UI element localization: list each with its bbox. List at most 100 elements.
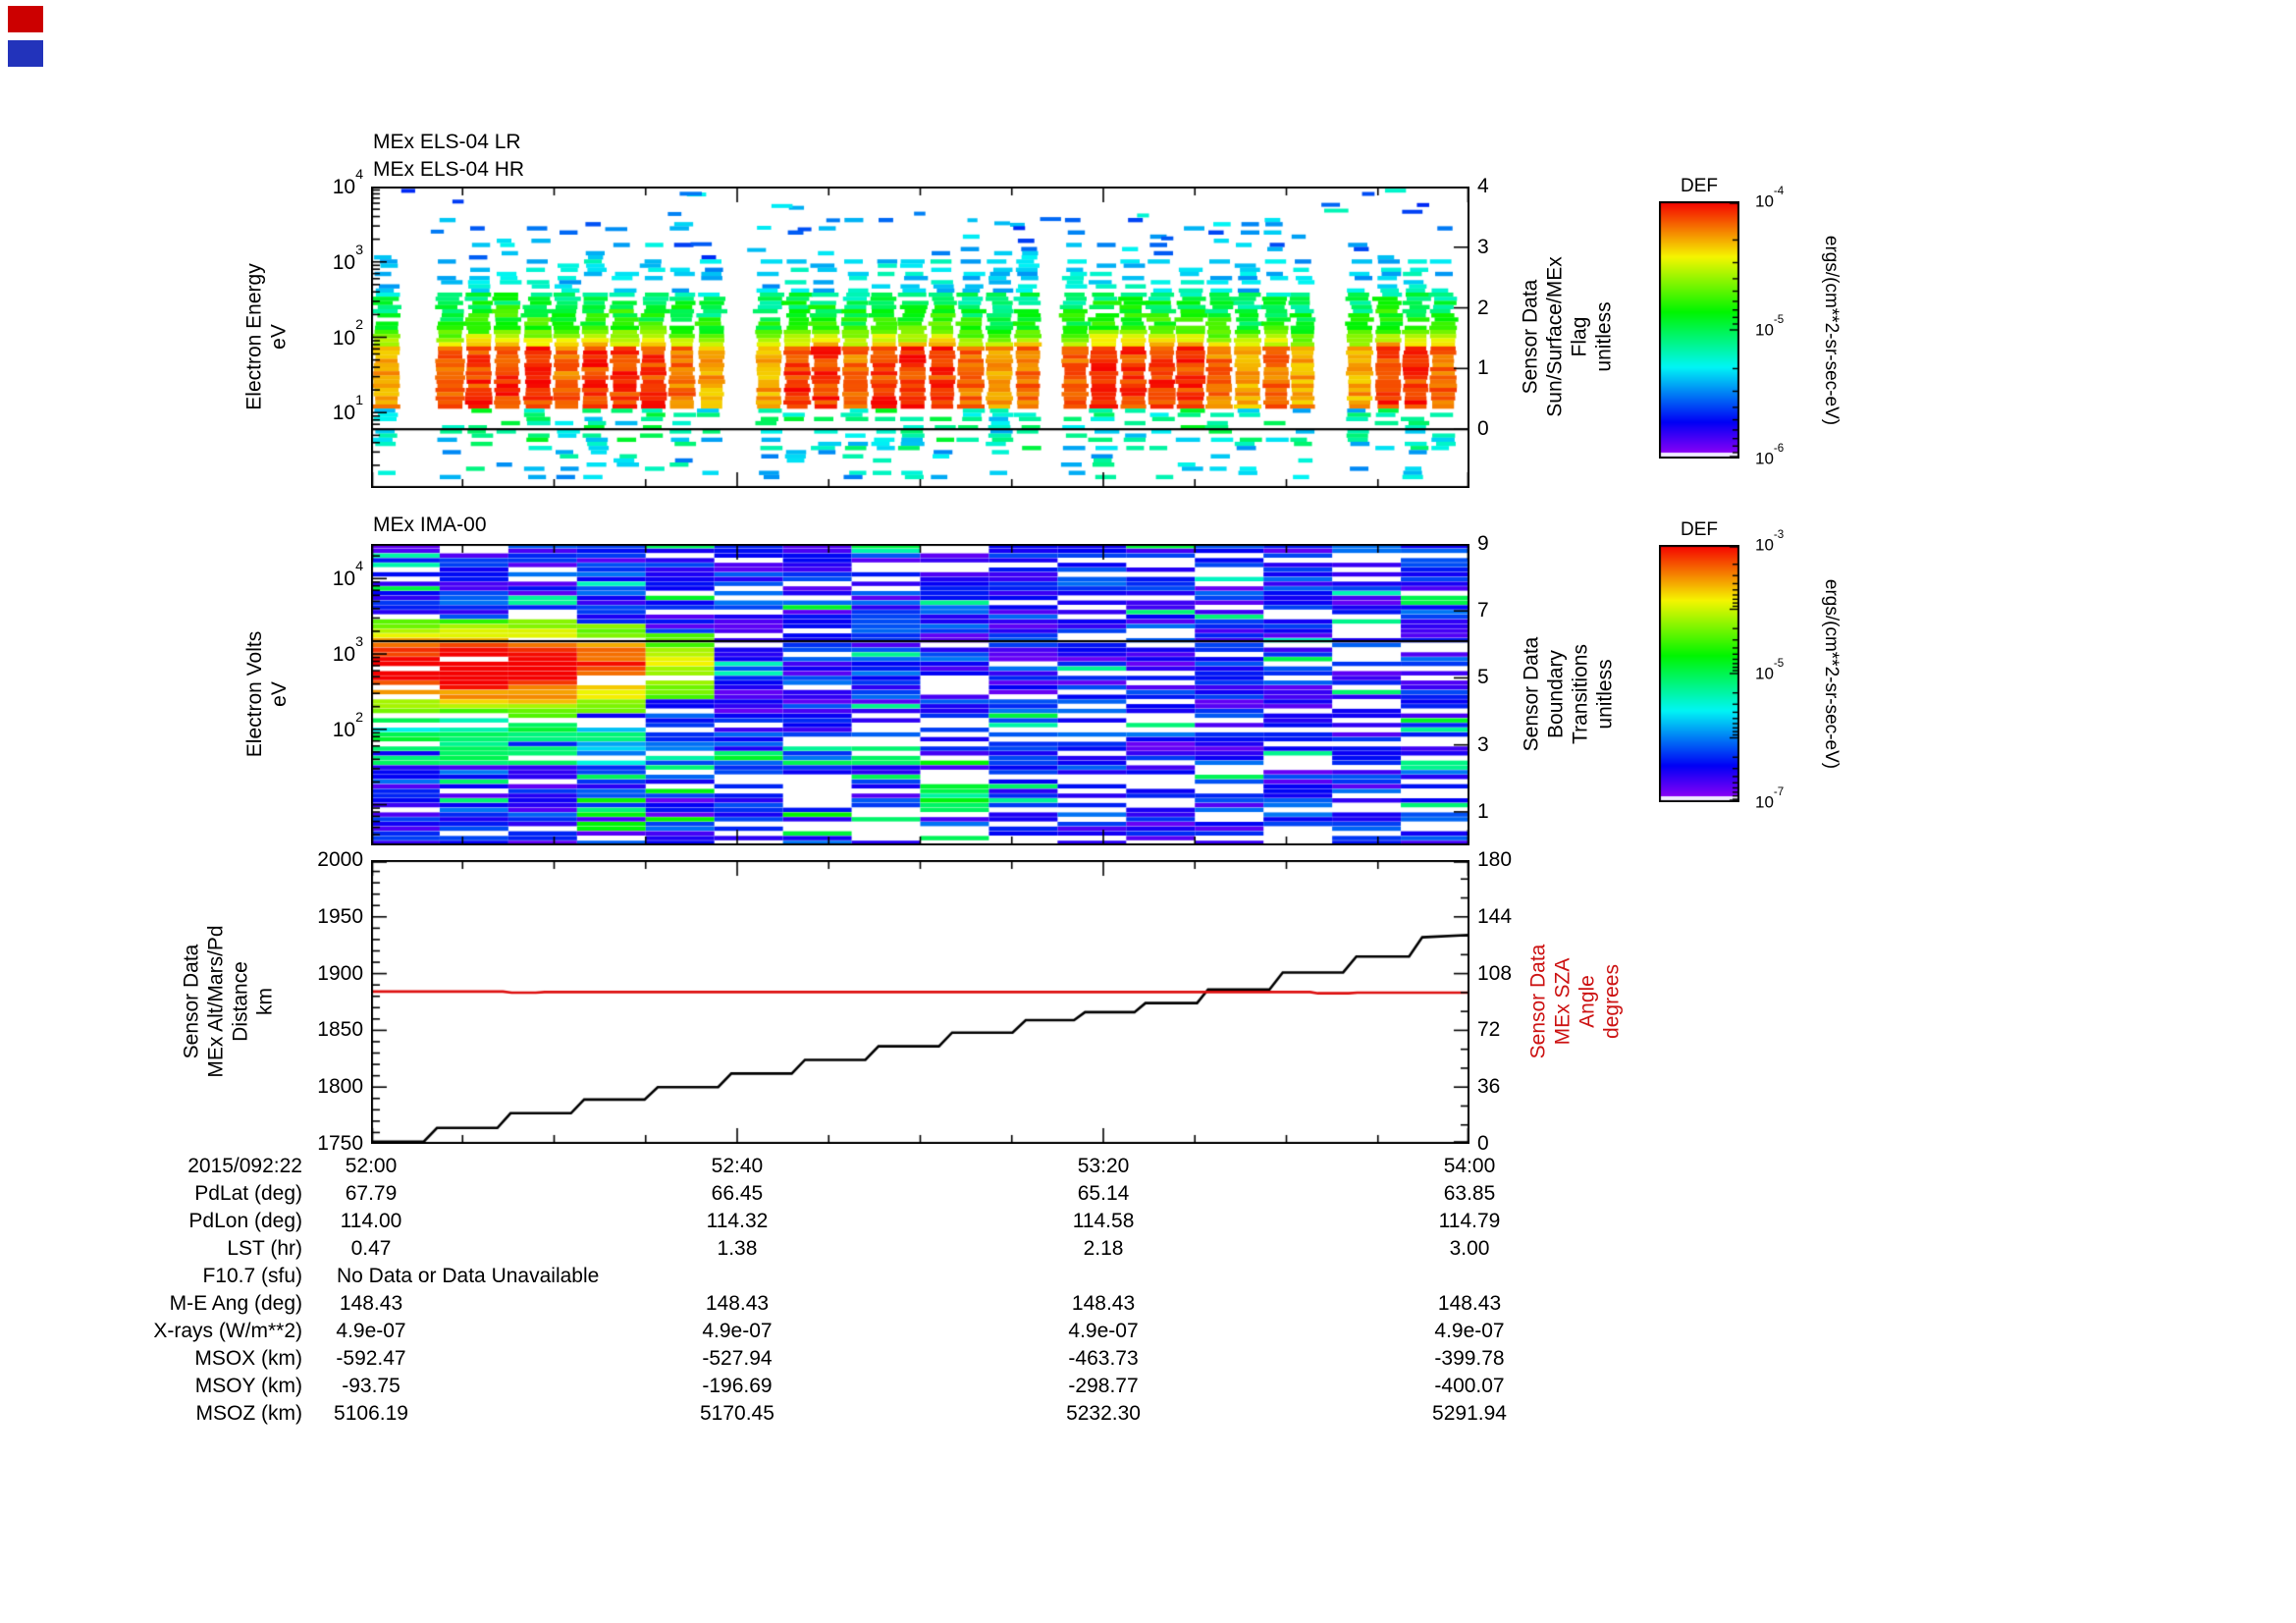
corner-swatch-red: [8, 6, 43, 32]
table-cell-2-1: 1.38: [717, 1237, 758, 1260]
els-colorbar-canvas: [1659, 201, 1739, 459]
table-cell-4-3: 148.43: [1437, 1292, 1502, 1315]
table-cell-4-1: 148.43: [705, 1292, 770, 1315]
els-right-label-line1: Sensor Data: [1520, 279, 1542, 395]
ts-right-label-line3: Angle: [1575, 975, 1599, 1028]
els-rtick-3: 3: [1477, 235, 1489, 258]
cb1-title: DEF: [1681, 176, 1718, 196]
els-rtick-4: 4: [1477, 175, 1489, 197]
ima-rtick-1: 1: [1477, 799, 1489, 823]
ts-ltick-1950: 1950: [317, 904, 363, 928]
cb1-tick-0: 10-4: [1755, 185, 1785, 211]
table-cell-2-3: 3.00: [1449, 1237, 1490, 1260]
table-cell-6-1: -527.94: [702, 1347, 773, 1370]
ts-xtick-1: 52:40: [711, 1155, 764, 1177]
els-ytick-1: 101: [332, 393, 363, 425]
els-title-hr: MEx ELS-04 HR: [373, 158, 525, 181]
ima-right-label-line3: Transitions: [1569, 644, 1592, 744]
table-cell-7-2: -298.77: [1068, 1375, 1139, 1397]
els-ylabel-line2: eV: [268, 324, 292, 350]
ima-right-label-line4: unitless: [1593, 659, 1617, 730]
table-cell-1-3: 114.79: [1438, 1210, 1501, 1232]
cb2-unit-text: ergs/(cm**2-sr-sec-eV): [1821, 578, 1842, 769]
ts-left-label-line4: km: [254, 988, 278, 1016]
ts-rtick-180: 180: [1477, 848, 1513, 871]
ts-xtick-0: 52:00: [345, 1155, 398, 1177]
table-cell-6-2: -463.73: [1068, 1347, 1139, 1370]
table-label-3: F10.7 (sfu): [202, 1265, 302, 1287]
ts-left-label-line2: MEx Alt/Mars/Pd: [205, 925, 229, 1078]
els-rtick-1: 1: [1477, 356, 1489, 380]
table-cell-6-3: -399.78: [1434, 1347, 1505, 1370]
ts-left-label-line1: Sensor Data: [181, 944, 204, 1059]
ts-rtick-144: 144: [1477, 904, 1513, 928]
ts-right-label-line1: Sensor Data: [1526, 944, 1550, 1059]
table-cell-8-1: 5170.45: [700, 1402, 774, 1425]
table-cell-5-1: 4.9e-07: [702, 1320, 773, 1342]
table-cell-8-2: 5232.30: [1066, 1402, 1141, 1425]
ts-xtick-2: 53:20: [1077, 1155, 1130, 1177]
ts-left-label-line3: Distance: [230, 961, 253, 1042]
cb2-tick-2: 10-7: [1755, 785, 1785, 812]
table-cell-1-2: 114.58: [1072, 1210, 1135, 1232]
ima-ytick-3: 103: [332, 633, 363, 667]
ts-xtick-3: 54:00: [1443, 1155, 1496, 1177]
ts-ltick-1850: 1850: [317, 1018, 363, 1042]
date-label: 2015/092:22: [187, 1155, 302, 1177]
table-cell-5-0: 4.9e-07: [336, 1320, 406, 1342]
ima-ytick-4: 104: [332, 559, 363, 591]
ima-rtick-9: 9: [1477, 532, 1489, 555]
table-label-6: MSOX (km): [194, 1347, 302, 1370]
els-ytick-2: 102: [332, 317, 363, 350]
cb1-tick-2: 10-6: [1755, 442, 1785, 468]
table-cell-7-1: -196.69: [702, 1375, 773, 1397]
els-ylabel-line1: Electron Energy: [243, 263, 267, 410]
ts-rtick-0: 0: [1477, 1132, 1489, 1155]
ima-ytick-2: 102: [332, 709, 363, 741]
ima-rtick-3: 3: [1477, 732, 1489, 756]
table-label-4: M-E Ang (deg): [169, 1292, 302, 1315]
ts-ltick-1800: 1800: [317, 1075, 363, 1099]
table-cell-4-2: 148.43: [1071, 1292, 1136, 1315]
cb2-tick-1: 10-5: [1755, 657, 1785, 683]
ts-right-label-line2: MEx SZA: [1551, 957, 1575, 1046]
table-cell-8-0: 5106.19: [334, 1402, 408, 1425]
table-cell-7-3: -400.07: [1434, 1375, 1505, 1397]
els-rtick-2: 2: [1477, 296, 1489, 319]
ts-ltick-2000: 2000: [317, 848, 363, 871]
table-cell-2-2: 2.18: [1083, 1237, 1124, 1260]
els-ytick-3: 103: [332, 242, 363, 274]
table-label-7: MSOY (km): [194, 1375, 302, 1397]
table-cell-6-0: -592.47: [336, 1347, 406, 1370]
els-right-label-line2: Sun/Surface/MEx: [1544, 256, 1567, 417]
table-label-1: PdLon (deg): [188, 1210, 302, 1232]
cb1-unit-text: ergs/(cm**2-sr-sec-eV): [1821, 235, 1842, 425]
f107-note: No Data or Data Unavailable: [337, 1265, 600, 1287]
els-ytick-4: 104: [332, 166, 363, 198]
ts-ltick-1900: 1900: [317, 961, 363, 985]
timeseries-canvas: [371, 860, 1469, 1144]
table-cell-0-0: 67.79: [345, 1182, 398, 1205]
els-title-lr: MEx ELS-04 LR: [373, 131, 521, 153]
ts-rtick-108: 108: [1477, 961, 1513, 985]
table-label-2: LST (hr): [227, 1237, 302, 1260]
table-cell-7-0: -93.75: [342, 1375, 400, 1397]
table-cell-2-0: 0.47: [350, 1237, 392, 1260]
cb2-tick-0: 10-3: [1755, 528, 1785, 555]
els-spectrogram-canvas: [371, 187, 1469, 488]
table-cell-1-0: 114.00: [340, 1210, 402, 1232]
cb1-tick-1: 10-5: [1755, 313, 1785, 340]
table-cell-5-3: 4.9e-07: [1434, 1320, 1505, 1342]
table-cell-0-2: 65.14: [1077, 1182, 1130, 1205]
els-right-label-line4: unitless: [1593, 301, 1616, 372]
corner-swatch-blue: [8, 40, 43, 67]
table-cell-0-3: 63.85: [1443, 1182, 1496, 1205]
ima-ylabel-line2: eV: [268, 681, 291, 707]
ima-title: MEx IMA-00: [373, 514, 487, 536]
ima-right-label-line1: Sensor Data: [1520, 636, 1543, 752]
cb2-title: DEF: [1681, 519, 1718, 540]
els-right-label-line3: Flag: [1569, 316, 1591, 357]
ts-rtick-36: 36: [1477, 1075, 1501, 1099]
table-cell-8-3: 5291.94: [1432, 1402, 1507, 1425]
